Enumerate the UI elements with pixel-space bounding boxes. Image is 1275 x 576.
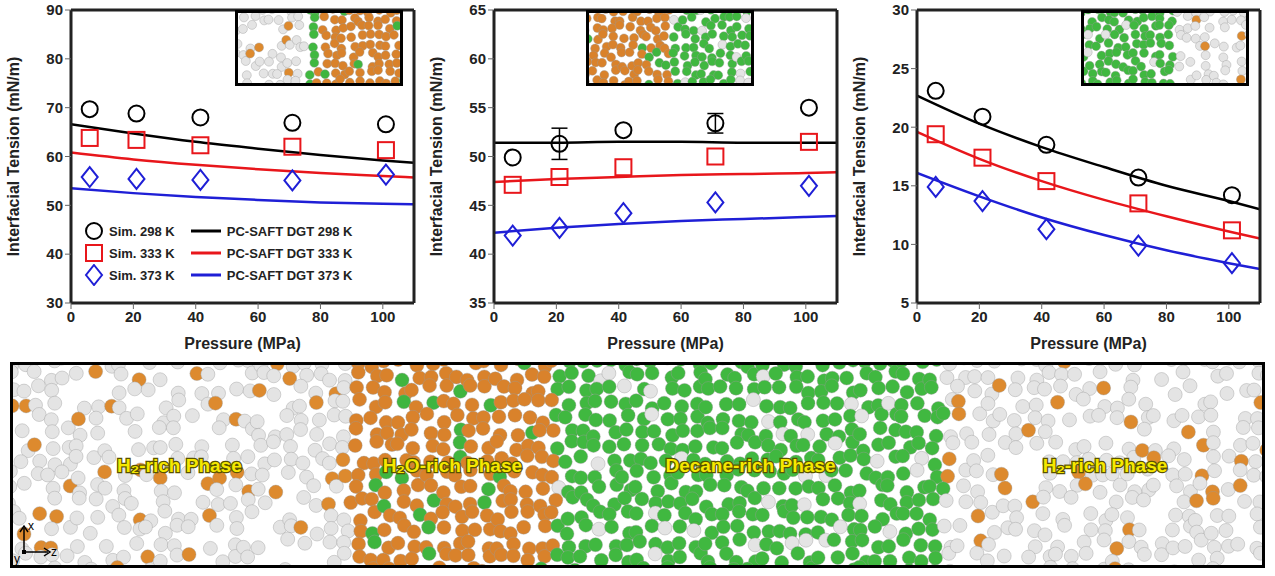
svg-text:x: x <box>28 519 34 533</box>
svg-text:80: 80 <box>46 50 63 67</box>
html-text:Sim. 298 K: Sim. 298 K <box>109 223 175 239</box>
svg-text:100: 100 <box>1216 308 1241 325</box>
svg-text:40: 40 <box>187 308 204 325</box>
svg-text:H₂O-rich Phase: H₂O-rich Phase <box>383 455 522 476</box>
svg-text:50: 50 <box>46 197 63 214</box>
svg-text:60: 60 <box>250 308 267 325</box>
svg-text:50: 50 <box>469 148 486 165</box>
svg-text:55: 55 <box>469 99 486 116</box>
svg-text:100: 100 <box>793 308 818 325</box>
svg-text:30: 30 <box>46 294 63 311</box>
svg-text:20: 20 <box>548 308 565 325</box>
svg-text:45: 45 <box>469 197 486 214</box>
svg-text:40: 40 <box>1033 308 1050 325</box>
svg-text:80: 80 <box>312 308 329 325</box>
html-text:PC-SAFT DGT 373 K: PC-SAFT DGT 373 K <box>226 267 353 283</box>
svg-text:35: 35 <box>469 294 486 311</box>
svg-text:25: 25 <box>892 60 909 77</box>
html-text:PC-SAFT DGT 298 K: PC-SAFT DGT 298 K <box>226 223 353 239</box>
svg-text:80: 80 <box>1158 308 1175 325</box>
svg-text:60: 60 <box>1096 308 1113 325</box>
svg-text:Interfacial Tension (mN/m): Interfacial Tension (mN/m) <box>428 57 445 257</box>
svg-text:Decane-rich Phase: Decane-rich Phase <box>665 455 835 476</box>
svg-text:60: 60 <box>673 308 690 325</box>
svg-text:30: 30 <box>892 1 909 18</box>
svg-text:40: 40 <box>469 245 486 262</box>
svg-text:15: 15 <box>892 177 909 194</box>
svg-text:Interfacial Tension (mN/m): Interfacial Tension (mN/m) <box>5 57 22 257</box>
svg-text:60: 60 <box>469 50 486 67</box>
svg-text:0: 0 <box>913 308 921 325</box>
svg-text:Pressure (MPa): Pressure (MPa) <box>184 335 301 352</box>
svg-text:5: 5 <box>901 294 909 311</box>
html-text:Sim. 373 K: Sim. 373 K <box>109 267 175 283</box>
svg-text:80: 80 <box>735 308 752 325</box>
svg-text:0: 0 <box>490 308 498 325</box>
svg-text:90: 90 <box>46 1 63 18</box>
svg-text:Pressure (MPa): Pressure (MPa) <box>1030 335 1147 352</box>
svg-text:60: 60 <box>46 148 63 165</box>
svg-text:y: y <box>14 552 20 566</box>
svg-text:H₂-rich Phase: H₂-rich Phase <box>1043 455 1168 476</box>
svg-text:70: 70 <box>46 99 63 116</box>
svg-text:Pressure (MPa): Pressure (MPa) <box>607 335 724 352</box>
svg-text:20: 20 <box>125 308 142 325</box>
svg-text:z: z <box>51 545 57 559</box>
svg-text:65: 65 <box>469 1 486 18</box>
svg-text:H₂-rich Phase: H₂-rich Phase <box>117 455 242 476</box>
svg-text:20: 20 <box>892 119 909 136</box>
svg-text:20: 20 <box>971 308 988 325</box>
html-text:Sim. 333 K: Sim. 333 K <box>109 245 175 261</box>
svg-text:100: 100 <box>370 308 395 325</box>
svg-text:10: 10 <box>892 236 909 253</box>
svg-text:Interfacial Tension (mN/m): Interfacial Tension (mN/m) <box>851 57 868 257</box>
svg-text:0: 0 <box>67 308 75 325</box>
html-text:PC-SAFT DGT 333 K: PC-SAFT DGT 333 K <box>226 245 353 261</box>
svg-text:40: 40 <box>46 245 63 262</box>
svg-text:40: 40 <box>610 308 627 325</box>
